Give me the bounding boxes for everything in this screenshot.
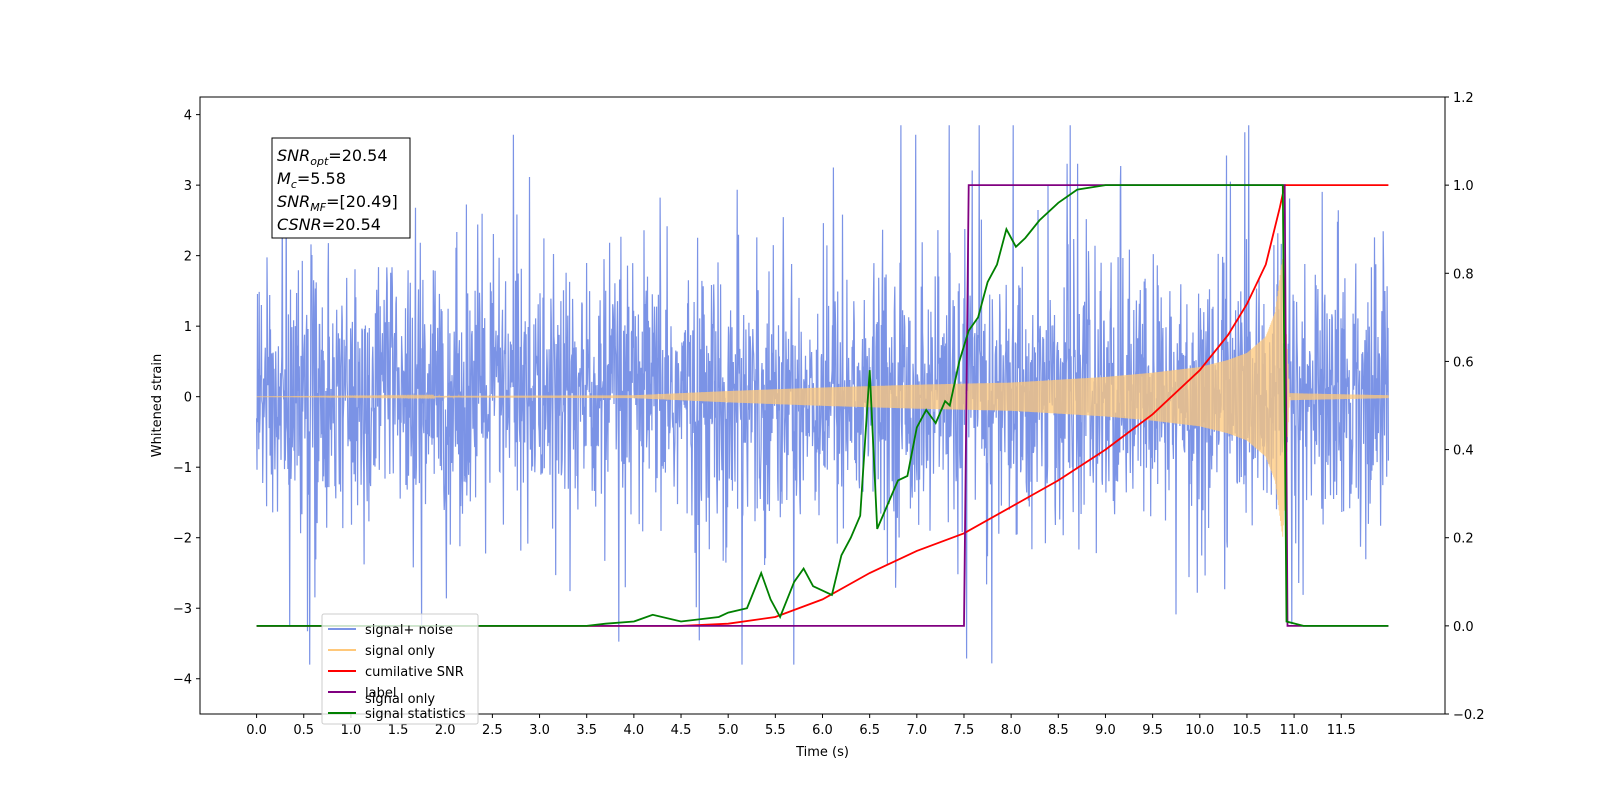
x-tick-label: 11.0 — [1280, 723, 1309, 738]
annotation-line: SNRMF=[20.49] — [277, 192, 398, 214]
x-tick-label: 2.5 — [482, 723, 503, 738]
y-tick-label: −3 — [173, 602, 192, 617]
series-layer — [256, 125, 1389, 665]
y2-tick-label: 0.8 — [1453, 267, 1474, 282]
y2-axis: 1.2 1.0 0.8 0.6 0.4 0.2 0.0 −0.2 — [1445, 91, 1485, 723]
x-tick-label: 3.0 — [529, 723, 550, 738]
x-tick-label: 1.0 — [341, 723, 362, 738]
y-axis: 4 3 2 1 0 −1 −2 −3 −4 — [173, 109, 200, 688]
y2-tick-label: 0.0 — [1453, 620, 1474, 635]
y-tick-label: 3 — [184, 179, 192, 194]
y2-tick-label: 0.4 — [1453, 444, 1474, 459]
x-tick-label: 4.5 — [671, 723, 692, 738]
y-tick-label: −4 — [173, 673, 192, 688]
x-tick-label: 2.0 — [435, 723, 456, 738]
x-tick-label: 5.5 — [765, 723, 786, 738]
y2-tick-label: −0.2 — [1453, 708, 1485, 723]
x-tick-label: 4.0 — [624, 723, 645, 738]
y-tick-label: 1 — [184, 320, 192, 335]
x-tick-label: 0.0 — [246, 723, 267, 738]
x-axis: 0.0 0.5 1.0 1.5 2.0 2.5 3.0 3.5 4.0 4.5 5.0 5.5 6.0 6… — [246, 714, 1356, 738]
series-signal-only-line — [256, 259, 1389, 537]
y2-tick-label: 1.0 — [1453, 179, 1474, 194]
x-tick-label: 6.5 — [859, 723, 880, 738]
y-tick-label: 2 — [184, 250, 192, 265]
annotation-line: SNRopt=20.54 — [277, 146, 388, 168]
x-axis-label: Time (s) — [795, 745, 849, 760]
x-tick-label: 3.5 — [576, 723, 597, 738]
annotation-line: Mc=5.58 — [277, 169, 346, 191]
y2-tick-label: 1.2 — [1453, 91, 1474, 106]
annotation-line: CSNR=20.54 — [277, 215, 381, 234]
x-tick-label: 10.5 — [1232, 723, 1261, 738]
x-tick-label: 7.0 — [906, 723, 927, 738]
legend-label: signal+ noise — [365, 623, 453, 638]
y-tick-label: −2 — [173, 532, 192, 547]
y-tick-label: 0 — [184, 391, 192, 406]
legend-label: signal statistics — [365, 707, 466, 722]
x-tick-label: 5.0 — [718, 723, 739, 738]
annotation-frame — [271, 137, 411, 239]
y-tick-label: −1 — [173, 461, 192, 476]
y-tick-label: 4 — [184, 109, 192, 124]
legend-frame — [321, 613, 479, 725]
x-tick-label: 7.5 — [954, 723, 975, 738]
x-tick-label: 8.5 — [1048, 723, 1069, 738]
y2-tick-label: 0.2 — [1453, 532, 1474, 547]
legend-ghost-label: signal only — [365, 692, 435, 707]
x-tick-label: 11.5 — [1327, 723, 1356, 738]
legend-label: signal only — [365, 644, 435, 659]
legend-label: cumilative SNR — [365, 665, 464, 680]
x-tick-label: 1.5 — [388, 723, 409, 738]
legend-label: label — [365, 686, 396, 701]
y2-tick-label: 0.6 — [1453, 355, 1474, 370]
y-axis-label: Whitened strain — [150, 354, 165, 457]
annotation-box: SNRopt=20.54Mc=5.58SNRMF=[20.49]CSNR=20.… — [271, 137, 411, 239]
x-tick-label: 0.5 — [293, 723, 314, 738]
series-signal-statistics-line — [256, 184, 1389, 627]
x-tick-label: 10.0 — [1185, 723, 1214, 738]
x-tick-label: 6.0 — [812, 723, 833, 738]
x-tick-label: 9.0 — [1095, 723, 1116, 738]
legend: signal+ noise signal only cumilative SNR la… — [321, 613, 479, 725]
series-cumilative-snr-line — [256, 184, 1389, 627]
x-tick-label: 8.0 — [1001, 723, 1022, 738]
x-tick-label: 9.5 — [1142, 723, 1163, 738]
